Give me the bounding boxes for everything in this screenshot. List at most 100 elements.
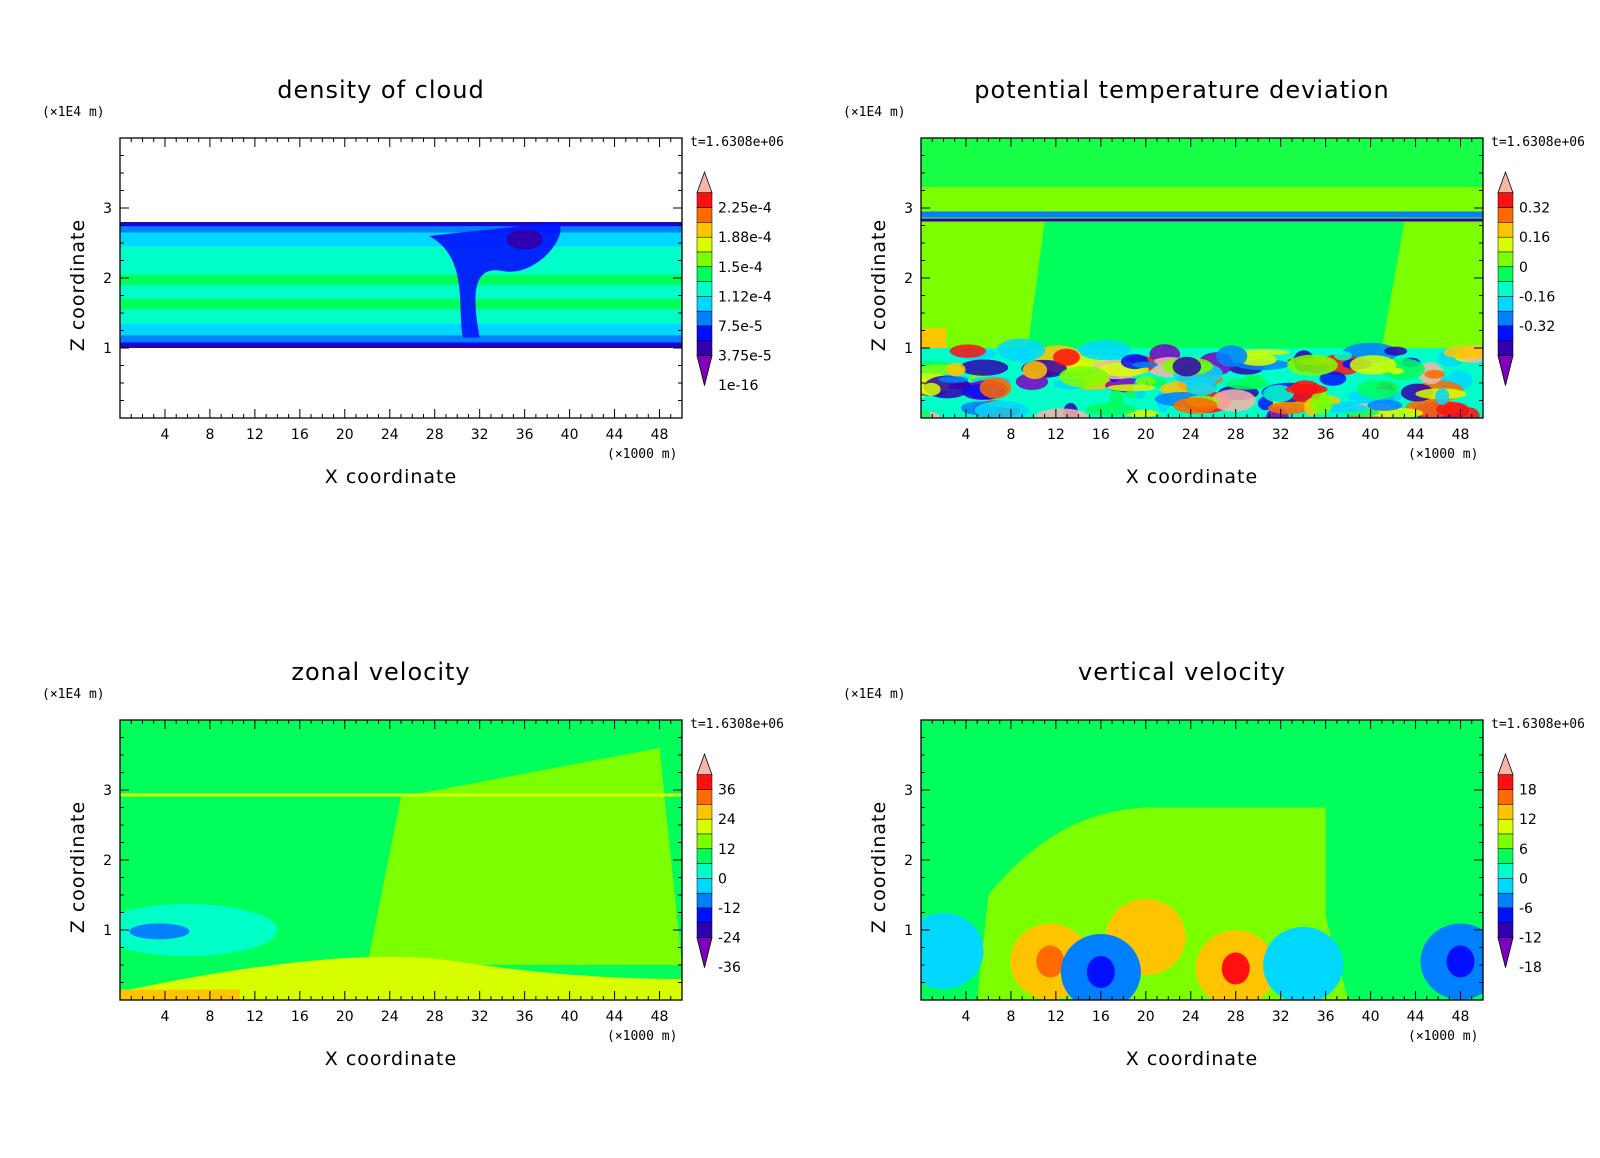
- velocity-cell-core: [1221, 952, 1250, 985]
- surface-strong: [120, 989, 240, 1000]
- y-axis-label: Z coordinate: [67, 219, 89, 351]
- y-axis-label: Z coordinate: [868, 801, 890, 933]
- x-tick-label: 48: [651, 1009, 669, 1025]
- y-tick-label: 1: [904, 341, 913, 357]
- x-tick-label: 36: [516, 427, 534, 443]
- plot-area: [921, 720, 1483, 1000]
- colorbar-top-arrow: [696, 170, 713, 194]
- turbulence-eddy: [1267, 401, 1309, 415]
- y-tick-label: 1: [103, 341, 112, 357]
- colorbar-label: 3.75e-5: [718, 349, 772, 365]
- x-tick-label: 44: [1407, 1009, 1425, 1025]
- colorbar-swatch: [1497, 281, 1514, 297]
- surface-westerly: [120, 956, 682, 1000]
- colorbar-swatch: [696, 340, 713, 356]
- convective-plume: [429, 222, 561, 338]
- turbulence-eddy: [1334, 350, 1352, 361]
- x-tick-label: 36: [1317, 427, 1335, 443]
- colorbar-swatch: [696, 222, 713, 238]
- velocity-cell-core: [929, 935, 958, 967]
- turbulence-eddy: [1132, 361, 1159, 368]
- easterly-jet: [120, 904, 278, 956]
- colorbar-swatch: [1497, 892, 1514, 909]
- x-tick-label: 24: [381, 427, 399, 443]
- turbulence-eddy: [1211, 389, 1256, 412]
- colorbar-swatch: [696, 251, 713, 268]
- colorbar-swatch: [696, 804, 713, 820]
- colorbar-swatch: [696, 207, 713, 223]
- colorbar-swatch: [1497, 340, 1514, 356]
- turbulence-eddy: [1443, 345, 1483, 359]
- colorbar-label: 2.25e-4: [718, 201, 772, 217]
- colorbar-bottom-arrow: [1497, 355, 1514, 386]
- turbulence-eddy: [1456, 407, 1480, 418]
- y-tick-label: 2: [103, 271, 112, 287]
- colorbar-bottom-arrow: [1497, 937, 1514, 968]
- turbulence-eddy: [1225, 378, 1269, 390]
- y-tick-label: 3: [904, 201, 913, 217]
- colorbar-label: 0: [1519, 260, 1528, 276]
- x-tick-label: 28: [1227, 1009, 1245, 1025]
- colorbar-label: 1.88e-4: [718, 230, 772, 246]
- turbulence-eddy: [1172, 356, 1202, 377]
- velocity-cell-core: [1289, 949, 1318, 981]
- turbulence-eddy: [1285, 383, 1328, 395]
- turbulence-eddy: [1185, 377, 1217, 396]
- x-unit-label: (×1000 m): [1408, 1029, 1478, 1044]
- colorbar-label: 1e-16: [718, 378, 758, 394]
- x-tick-label: 8: [205, 427, 214, 443]
- z-unit-label: (×1E4 m): [843, 687, 906, 702]
- x-axis-label: X coordinate: [325, 1048, 457, 1070]
- colorbar-swatch: [1497, 236, 1514, 253]
- turbulence-eddy: [1434, 388, 1450, 406]
- colorbar-swatch: [696, 281, 713, 297]
- weak-flow-region: [367, 748, 682, 965]
- x-tick-label: 24: [1182, 427, 1200, 443]
- x-tick-label: 16: [1092, 427, 1110, 443]
- plot-area: [120, 720, 682, 1000]
- x-tick-label: 4: [961, 1009, 970, 1025]
- colorbar-swatch: [696, 774, 713, 790]
- turbulence-eddy: [1173, 397, 1218, 414]
- turbulence-eddy: [921, 409, 931, 418]
- x-tick-label: 40: [561, 427, 579, 443]
- colorbar-bottom-arrow: [696, 937, 713, 968]
- colorbar-swatch: [1497, 848, 1514, 864]
- x-axis-label: X coordinate: [325, 466, 457, 488]
- x-tick-label: 12: [246, 427, 264, 443]
- y-tick-label: 2: [904, 853, 913, 869]
- x-tick-label: 28: [1227, 427, 1245, 443]
- colorbar-swatch: [1497, 818, 1514, 835]
- x-tick-label: 48: [1452, 427, 1470, 443]
- colorbar-swatch: [696, 236, 713, 253]
- colorbar-top-arrow: [1497, 752, 1514, 776]
- neutral-region: [1027, 222, 1405, 348]
- velocity-cell-core: [1131, 921, 1160, 953]
- colorbar-swatch: [1497, 907, 1514, 924]
- colorbar-label: 6: [1519, 842, 1528, 858]
- x-tick-label: 24: [1182, 1009, 1200, 1025]
- y-axis-label: Z coordinate: [67, 801, 89, 933]
- x-tick-label: 32: [1272, 427, 1290, 443]
- colorbar-label: 1.5e-4: [718, 260, 763, 276]
- x-axis-label: X coordinate: [1126, 1048, 1258, 1070]
- time-label: t=1.6308e+06: [690, 717, 784, 732]
- colorbar-swatch: [1497, 296, 1514, 312]
- x-tick-label: 16: [1092, 1009, 1110, 1025]
- x-unit-label: (×1000 m): [607, 447, 677, 462]
- turbulence-eddy: [1053, 348, 1080, 366]
- turbulence-eddy: [1238, 349, 1290, 356]
- turbulence-eddy: [1216, 345, 1248, 367]
- colorbar-top-arrow: [696, 752, 713, 776]
- colorbar-label: -24: [718, 931, 741, 947]
- colorbar-label: 12: [1519, 812, 1537, 828]
- panel-title: density of cloud: [277, 76, 484, 104]
- colorbar-label: -18: [1519, 960, 1542, 976]
- colorbar-label: 0.16: [1519, 230, 1550, 246]
- colorbar-label: -0.32: [1519, 319, 1555, 335]
- y-tick-label: 1: [103, 923, 112, 939]
- x-tick-label: 44: [606, 1009, 624, 1025]
- colorbar-swatch: [1497, 922, 1514, 938]
